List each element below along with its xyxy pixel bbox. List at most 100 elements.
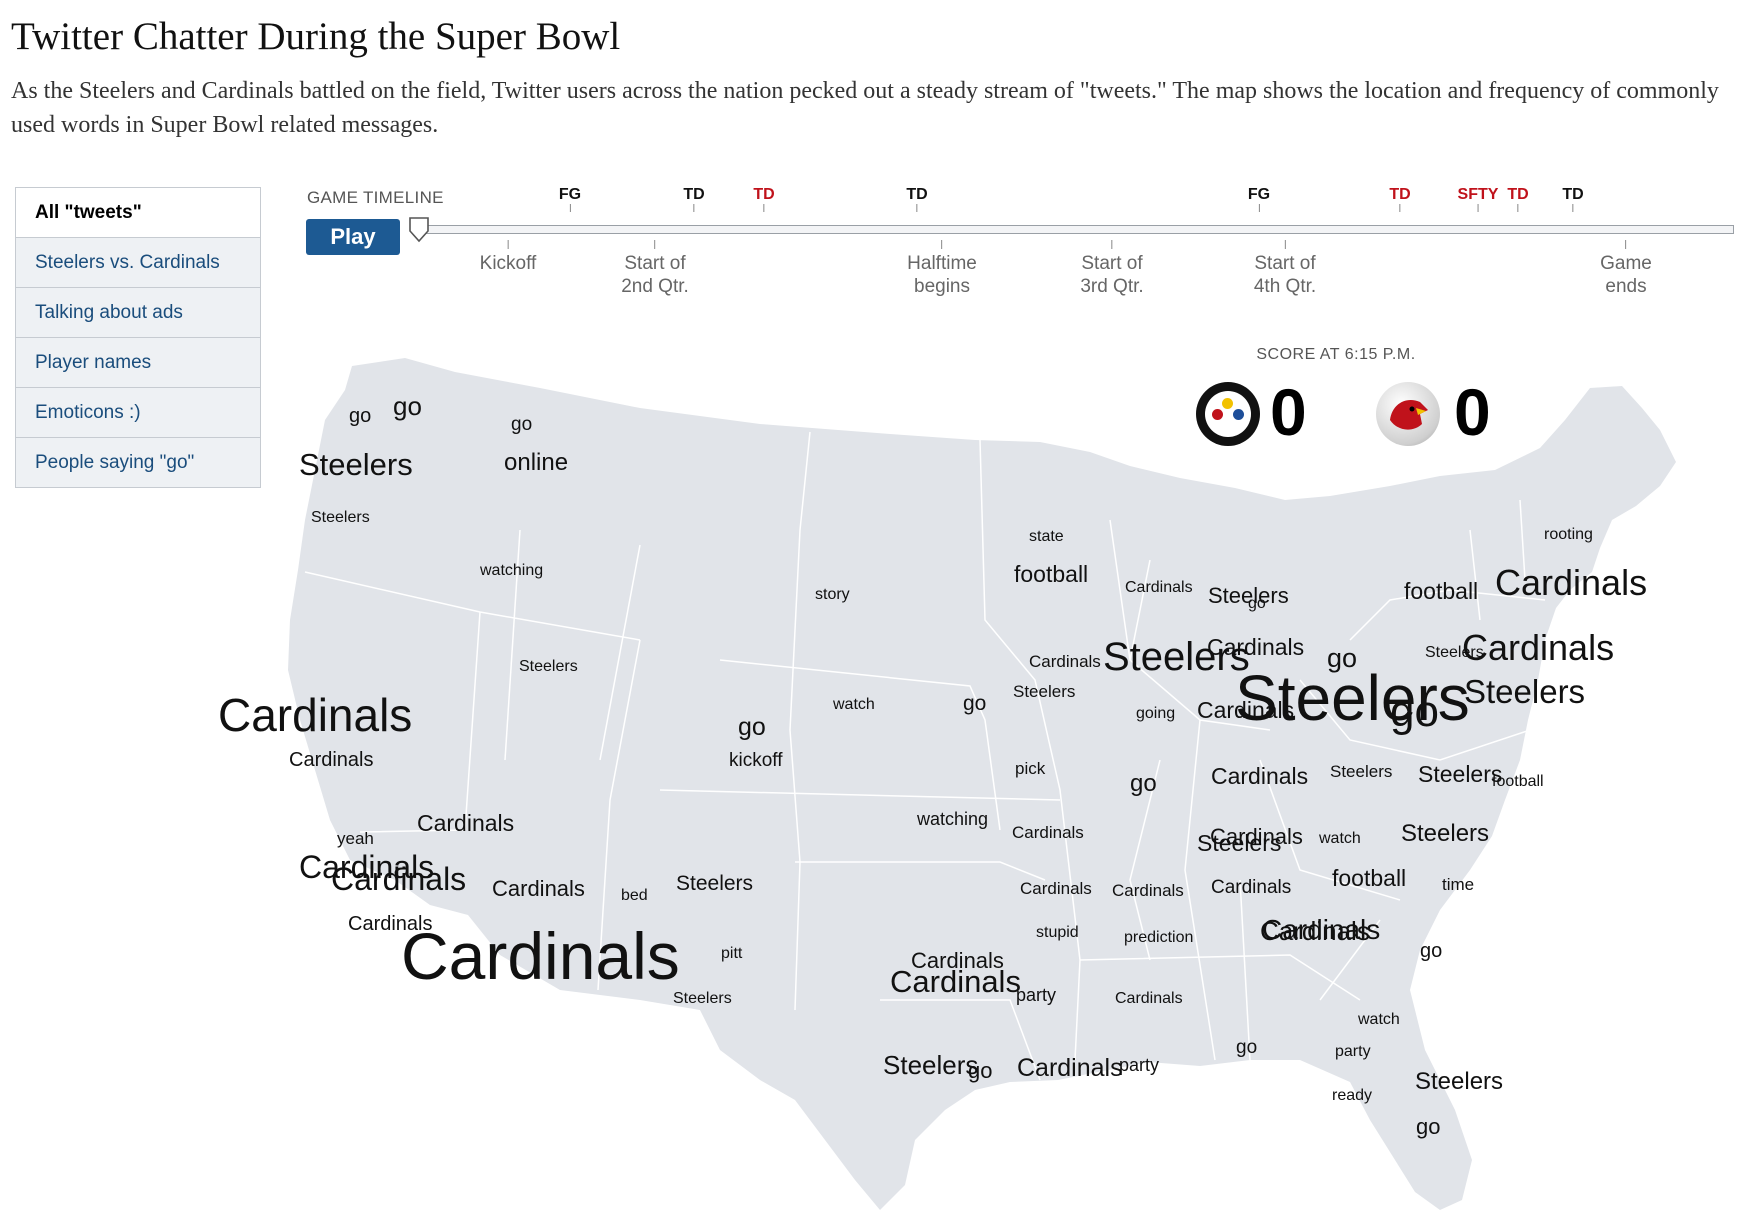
map-word: Cardinals <box>1197 697 1295 723</box>
menu-item-people-saying-go[interactable]: People saying "go" <box>16 437 260 487</box>
map-word: Cardinals <box>1029 652 1101 671</box>
map-word: watching <box>480 562 544 579</box>
map-word: time <box>1442 875 1475 894</box>
timeline-event-td: TD <box>1562 186 1584 212</box>
map-word: Cardinals <box>1112 881 1184 900</box>
map-word: rooting <box>1544 526 1593 543</box>
steelers-logo <box>1196 382 1260 446</box>
map-word: Cardinals <box>1260 916 1370 946</box>
map-word: Cardinals <box>1020 879 1092 898</box>
page-description: As the Steelers and Cardinals battled on… <box>11 78 1719 138</box>
timeline-scrubber-handle[interactable] <box>407 216 431 246</box>
menu-item-all-tweets[interactable]: All "tweets" <box>16 188 260 237</box>
menu-item-emoticons[interactable]: Emoticons :) <box>16 387 260 437</box>
timeline-milestone: Game ends <box>1600 240 1652 298</box>
map-word: Steelers <box>299 447 413 482</box>
map-word: Steelers <box>1425 644 1484 661</box>
timeline-event-td: TD <box>1389 186 1411 212</box>
map-word: Cardinals <box>1211 877 1292 898</box>
map-word: go <box>968 1058 993 1083</box>
filter-menu: All "tweets" Steelers vs. Cardinals Talk… <box>15 187 261 488</box>
map-word: Steelers <box>676 872 754 895</box>
map-word: Cardinals <box>331 861 467 897</box>
map-word: Cardinals <box>1115 990 1183 1007</box>
map-word: Steelers <box>673 990 732 1007</box>
map-word: party <box>1016 985 1057 1005</box>
map-word: football <box>1404 578 1479 604</box>
map-word: Steelers <box>1418 761 1503 787</box>
map-word: Steelers <box>1013 682 1076 701</box>
score-caption: SCORE AT 6:15 P.M. <box>1256 346 1416 363</box>
map-word: football <box>1492 773 1544 790</box>
timeline-track[interactable] <box>413 225 1734 234</box>
map-word: Cardinals <box>348 913 433 935</box>
timeline-event-fg: FG <box>559 186 581 212</box>
map-word: party <box>1119 1055 1160 1075</box>
menu-item-player-names[interactable]: Player names <box>16 337 260 387</box>
timeline-event-sfty: SFTY <box>1458 186 1498 212</box>
map-word: Cardinals <box>911 948 1004 973</box>
timeline-event-fg: FG <box>1248 186 1270 212</box>
timeline-milestone: Halftime begins <box>907 240 977 298</box>
map-word: Cardinals <box>1017 1054 1123 1082</box>
map-word: Cardinals <box>401 919 680 993</box>
map-word: go <box>963 692 987 715</box>
timeline-milestone: Start of 4th Qtr. <box>1254 240 1316 298</box>
map-word: Steelers <box>1401 820 1490 847</box>
map-word: go <box>1236 1037 1258 1058</box>
map-word: bed <box>621 887 648 904</box>
map-word: state <box>1029 528 1064 545</box>
map-word: watch <box>1319 830 1361 847</box>
timeline-event-td: TD <box>753 186 775 212</box>
map-word: party <box>1335 1043 1371 1060</box>
map-word: going <box>1136 705 1176 722</box>
map-word: kickoff <box>729 750 783 771</box>
map-word: ready <box>1332 1087 1373 1104</box>
map-word: Steelers <box>1235 662 1470 734</box>
map-word: Cardinals <box>1211 763 1309 789</box>
timeline-milestone: Start of 2nd Qtr. <box>621 240 689 298</box>
map-word: go <box>349 405 372 427</box>
map-word: Steelers <box>1464 673 1586 710</box>
timeline-milestone: Start of 3rd Qtr. <box>1080 240 1144 298</box>
cardinals-score: 0 <box>1454 375 1491 449</box>
map-word: pick <box>1015 759 1046 778</box>
map-word: go <box>1248 595 1266 612</box>
map-word: Cardinals <box>1495 562 1648 603</box>
map-word: Steelers <box>1208 583 1289 608</box>
timeline-event-td: TD <box>906 186 928 212</box>
map-word: watch <box>1358 1011 1400 1028</box>
map-word: Cardinals <box>299 849 435 885</box>
map-word: Cardinals <box>417 810 515 836</box>
map-word: Steelers <box>1197 830 1282 856</box>
map-word: online <box>504 449 569 476</box>
map-word: go <box>511 414 533 435</box>
map-word: story <box>815 586 850 603</box>
map-word: Steelers <box>883 1050 979 1080</box>
menu-item-talking-about-ads[interactable]: Talking about ads <box>16 287 260 337</box>
timeline-milestone: Kickoff <box>480 240 536 275</box>
us-map <box>288 358 1676 1210</box>
map-word: Cardinals <box>492 876 585 901</box>
map-word: football <box>1014 561 1089 587</box>
map-word: go <box>1420 940 1443 962</box>
map-word: go <box>1390 687 1439 736</box>
map-word: prediction <box>1124 929 1194 946</box>
map-word: go <box>738 713 766 741</box>
map-word: Steelers <box>311 509 370 526</box>
map-word: Cardinals <box>1462 627 1615 668</box>
play-button[interactable]: Play <box>306 219 400 255</box>
cardinals-logo <box>1376 382 1440 446</box>
menu-item-steelers-vs-cardinals[interactable]: Steelers vs. Cardinals <box>16 237 260 287</box>
map-word: Cardinals <box>1125 579 1193 596</box>
map-word: go <box>1416 1114 1441 1139</box>
map-word: watch <box>833 696 875 713</box>
map-word: Cardinals <box>890 964 1021 999</box>
map-word: Steelers <box>519 658 578 675</box>
map-word: yeah <box>337 829 374 848</box>
timeline-event-td: TD <box>1507 186 1529 212</box>
map-word: Steelers <box>1330 762 1393 781</box>
state-borders <box>304 431 1546 1081</box>
map-word: Cardinals <box>1262 914 1381 945</box>
map-word: pitt <box>721 945 743 962</box>
